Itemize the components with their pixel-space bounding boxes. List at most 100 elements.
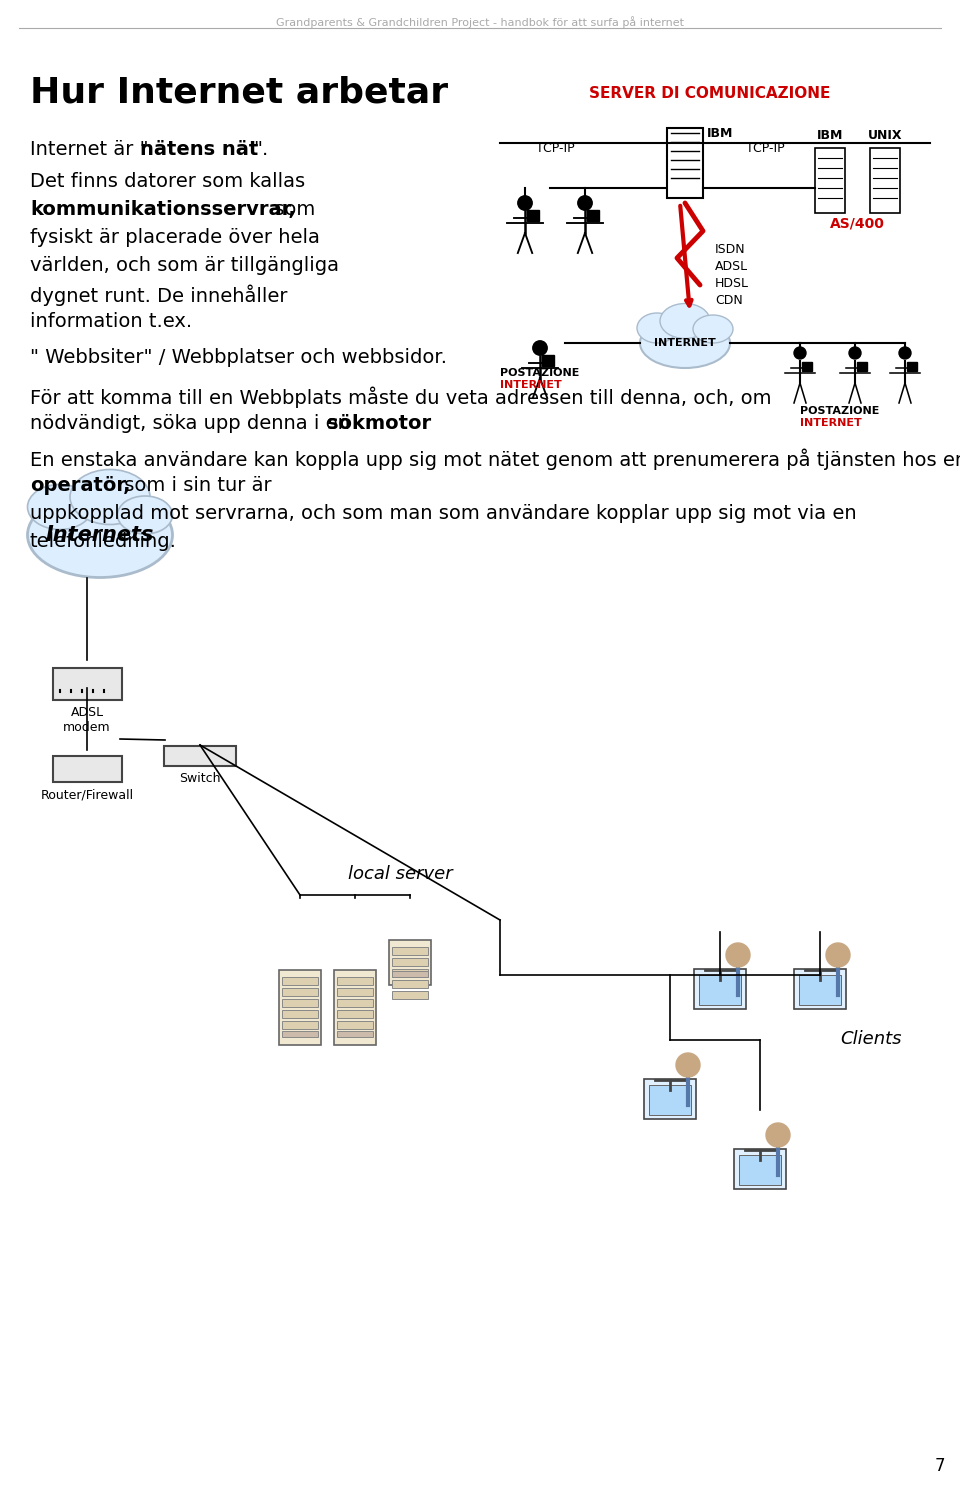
FancyBboxPatch shape	[694, 969, 746, 1008]
FancyBboxPatch shape	[649, 1085, 691, 1115]
Text: " Webbsiter" / Webbplatser och webbsidor.: " Webbsiter" / Webbplatser och webbsidor…	[30, 349, 447, 367]
Text: operatör,: operatör,	[30, 476, 131, 495]
FancyBboxPatch shape	[164, 747, 236, 766]
FancyBboxPatch shape	[794, 969, 846, 1008]
FancyBboxPatch shape	[337, 1020, 373, 1029]
FancyBboxPatch shape	[541, 355, 555, 367]
FancyBboxPatch shape	[667, 129, 703, 197]
FancyBboxPatch shape	[337, 1031, 373, 1037]
FancyBboxPatch shape	[282, 1031, 318, 1037]
Text: AS/400: AS/400	[830, 215, 885, 230]
FancyBboxPatch shape	[870, 148, 900, 212]
Ellipse shape	[28, 485, 92, 530]
Text: INTERNET: INTERNET	[500, 380, 562, 390]
FancyBboxPatch shape	[802, 362, 812, 371]
Text: ADSL
modem: ADSL modem	[63, 706, 110, 735]
Text: världen, och som är tillgängliga: världen, och som är tillgängliga	[30, 256, 339, 275]
Ellipse shape	[70, 470, 150, 525]
FancyBboxPatch shape	[337, 999, 373, 1007]
FancyBboxPatch shape	[392, 971, 428, 977]
Circle shape	[676, 1053, 700, 1077]
Text: som: som	[268, 200, 315, 218]
Text: Det finns datorer som kallas: Det finns datorer som kallas	[30, 172, 305, 191]
Text: INTERNET: INTERNET	[800, 417, 862, 428]
Text: kommunikationsservrar,: kommunikationsservrar,	[30, 200, 296, 218]
Circle shape	[849, 347, 861, 359]
Circle shape	[578, 196, 592, 211]
FancyBboxPatch shape	[53, 669, 122, 700]
FancyBboxPatch shape	[739, 1155, 781, 1185]
Circle shape	[794, 347, 806, 359]
FancyBboxPatch shape	[282, 1010, 318, 1017]
Circle shape	[517, 196, 532, 211]
FancyBboxPatch shape	[337, 987, 373, 996]
Text: TCP-IP: TCP-IP	[746, 142, 784, 154]
Ellipse shape	[117, 497, 173, 534]
Text: fysiskt är placerade över hela: fysiskt är placerade över hela	[30, 227, 320, 247]
Text: En enstaka användare kan koppla upp sig mot nätet genom att prenumerera på tjäns: En enstaka användare kan koppla upp sig …	[30, 447, 960, 470]
Ellipse shape	[660, 304, 710, 338]
Text: Internets: Internets	[46, 525, 155, 545]
FancyBboxPatch shape	[279, 969, 321, 1046]
FancyBboxPatch shape	[282, 1020, 318, 1029]
Circle shape	[826, 942, 850, 966]
FancyBboxPatch shape	[392, 990, 428, 999]
FancyBboxPatch shape	[392, 969, 428, 977]
Text: 7: 7	[934, 1457, 945, 1475]
FancyBboxPatch shape	[734, 1149, 786, 1189]
Text: information t.ex.: information t.ex.	[30, 313, 192, 331]
FancyBboxPatch shape	[392, 980, 428, 987]
Text: Switch: Switch	[180, 772, 221, 785]
FancyBboxPatch shape	[699, 975, 741, 1005]
FancyBboxPatch shape	[53, 755, 122, 782]
FancyBboxPatch shape	[392, 947, 428, 954]
FancyBboxPatch shape	[799, 975, 841, 1005]
Text: sökmotor: sökmotor	[327, 414, 431, 432]
Text: ".: ".	[253, 141, 268, 159]
Text: IBM: IBM	[817, 129, 843, 142]
FancyBboxPatch shape	[527, 211, 540, 221]
Circle shape	[533, 341, 547, 355]
Ellipse shape	[640, 319, 730, 368]
FancyBboxPatch shape	[282, 999, 318, 1007]
FancyBboxPatch shape	[282, 977, 318, 984]
Text: INTERNET: INTERNET	[654, 338, 716, 349]
Circle shape	[899, 347, 911, 359]
Ellipse shape	[637, 313, 677, 343]
Text: POSTAZIONE: POSTAZIONE	[500, 368, 580, 378]
Text: .: .	[412, 414, 419, 432]
Text: local server: local server	[348, 865, 452, 883]
Text: dygnet runt. De innehåller: dygnet runt. De innehåller	[30, 284, 287, 305]
FancyBboxPatch shape	[389, 939, 431, 984]
Text: Grandparents & Grandchildren Project - handbok för att surfa på internet: Grandparents & Grandchildren Project - h…	[276, 16, 684, 28]
Text: Router/Firewall: Router/Firewall	[40, 788, 133, 800]
Text: Internet är ": Internet är "	[30, 141, 149, 159]
Text: POSTAZIONE: POSTAZIONE	[800, 405, 879, 416]
Text: telefonledning.: telefonledning.	[30, 533, 177, 551]
FancyBboxPatch shape	[282, 987, 318, 996]
Text: UNIX: UNIX	[868, 129, 902, 142]
FancyBboxPatch shape	[334, 969, 376, 1046]
FancyBboxPatch shape	[644, 1079, 696, 1119]
Text: Hur Internet arbetar: Hur Internet arbetar	[30, 75, 448, 109]
FancyBboxPatch shape	[856, 362, 867, 371]
Circle shape	[726, 942, 750, 966]
Text: nätens nät: nätens nät	[140, 141, 258, 159]
Text: som i sin tur är: som i sin tur är	[118, 476, 272, 495]
Text: ISDN
ADSL
HDSL
CDN: ISDN ADSL HDSL CDN	[715, 242, 749, 307]
Text: Clients: Clients	[840, 1031, 901, 1049]
Text: IBM: IBM	[707, 127, 733, 139]
FancyBboxPatch shape	[587, 211, 599, 221]
FancyBboxPatch shape	[392, 957, 428, 966]
Ellipse shape	[28, 492, 173, 577]
Ellipse shape	[693, 316, 733, 343]
FancyBboxPatch shape	[815, 148, 845, 212]
FancyBboxPatch shape	[337, 977, 373, 984]
FancyBboxPatch shape	[906, 362, 917, 371]
Circle shape	[766, 1123, 790, 1147]
Text: nödvändigt, söka upp denna i en: nödvändigt, söka upp denna i en	[30, 414, 356, 432]
Text: TCP-IP: TCP-IP	[536, 142, 574, 154]
FancyBboxPatch shape	[337, 1010, 373, 1017]
Text: SERVER DI COMUNICAZIONE: SERVER DI COMUNICAZIONE	[589, 85, 830, 100]
Text: uppkopplad mot servrarna, och som man som användare kopplar upp sig mot via en: uppkopplad mot servrarna, och som man so…	[30, 504, 856, 524]
